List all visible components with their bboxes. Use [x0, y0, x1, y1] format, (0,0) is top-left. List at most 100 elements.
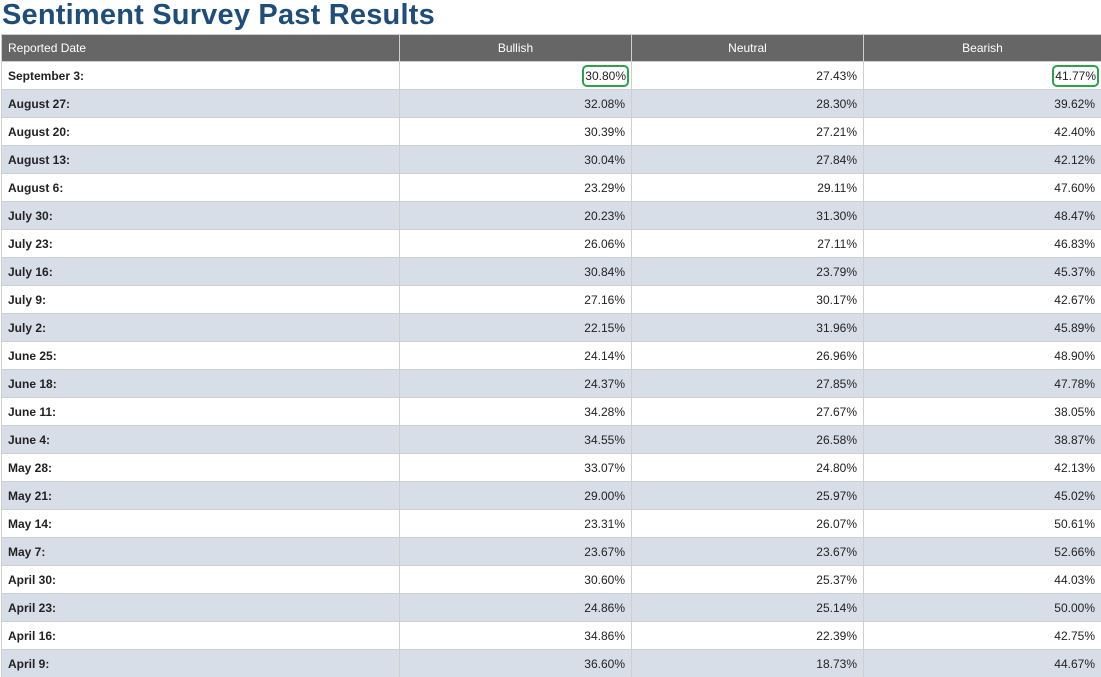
reported-date-cell: May 28: — [1, 453, 400, 482]
bearish-cell: 42.75% — [863, 621, 1101, 650]
reported-date-cell: May 21: — [1, 481, 400, 510]
table-row: June 18: 24.37% 27.85% 47.78% — [1, 369, 1101, 398]
bullish-cell: 34.28% — [399, 397, 632, 426]
bullish-cell: 22.15% — [399, 313, 632, 342]
bullish-cell: 24.37% — [399, 369, 632, 398]
reported-date-cell: June 11: — [1, 397, 400, 426]
bearish-highlight-value: 41.77% — [1052, 64, 1099, 87]
neutral-cell: 24.80% — [631, 453, 864, 482]
neutral-cell: 18.73% — [631, 649, 864, 677]
table-row: April 16: 34.86% 22.39% 42.75% — [1, 621, 1101, 650]
column-header-neutral: Neutral — [631, 34, 864, 62]
neutral-cell: 28.30% — [631, 89, 864, 118]
bullish-cell: 30.60% — [399, 565, 632, 594]
neutral-cell: 25.97% — [631, 481, 864, 510]
bullish-cell: 30.39% — [399, 117, 632, 146]
table-row: April 30: 30.60% 25.37% 44.03% — [1, 565, 1101, 594]
neutral-cell: 30.17% — [631, 285, 864, 314]
neutral-cell: 26.96% — [631, 341, 864, 370]
neutral-cell: 31.96% — [631, 313, 864, 342]
neutral-cell: 25.37% — [631, 565, 864, 594]
reported-date-cell: June 25: — [1, 341, 400, 370]
neutral-cell: 31.30% — [631, 201, 864, 230]
table-row: September 3: 30.80% 27.43% 41.77% — [1, 61, 1101, 90]
neutral-cell: 26.07% — [631, 509, 864, 538]
bearish-cell: 42.13% — [863, 453, 1101, 482]
bullish-cell: 20.23% — [399, 201, 632, 230]
page-title: Sentiment Survey Past Results — [2, 0, 435, 31]
table-row: August 13: 30.04% 27.84% 42.12% — [1, 145, 1101, 174]
reported-date-cell: July 23: — [1, 229, 400, 258]
neutral-cell: 25.14% — [631, 593, 864, 622]
table-row: August 20: 30.39% 27.21% 42.40% — [1, 117, 1101, 146]
reported-date-cell: August 27: — [1, 89, 400, 118]
bullish-cell: 24.14% — [399, 341, 632, 370]
bullish-cell: 23.29% — [399, 173, 632, 202]
bullish-cell: 30.04% — [399, 145, 632, 174]
reported-date-cell: May 7: — [1, 537, 400, 566]
neutral-cell: 23.79% — [631, 257, 864, 286]
bullish-cell: 36.60% — [399, 649, 632, 677]
table-row: April 23: 24.86% 25.14% 50.00% — [1, 593, 1101, 622]
reported-date-cell: May 14: — [1, 509, 400, 538]
reported-date-cell: July 9: — [1, 285, 400, 314]
bullish-highlight-value: 30.80% — [582, 64, 629, 87]
table-row: August 6: 23.29% 29.11% 47.60% — [1, 173, 1101, 202]
column-header-bearish: Bearish — [863, 34, 1101, 62]
bullish-cell: 23.67% — [399, 537, 632, 566]
bearish-cell: 48.90% — [863, 341, 1101, 370]
neutral-cell: 27.11% — [631, 229, 864, 258]
table-row: July 16: 30.84% 23.79% 45.37% — [1, 257, 1101, 286]
bearish-cell: 39.62% — [863, 89, 1101, 118]
bearish-cell: 42.40% — [863, 117, 1101, 146]
neutral-cell: 27.84% — [631, 145, 864, 174]
reported-date-cell: April 9: — [1, 649, 400, 677]
bearish-cell: 45.89% — [863, 313, 1101, 342]
column-header-bullish: Bullish — [399, 34, 632, 62]
bearish-cell: 38.05% — [863, 397, 1101, 426]
bearish-cell: 48.47% — [863, 201, 1101, 230]
reported-date-cell: June 18: — [1, 369, 400, 398]
bullish-cell: 29.00% — [399, 481, 632, 510]
sentiment-results-table: Reported Date Bullish Neutral Bearish Se… — [1, 34, 1101, 677]
bullish-cell: 27.16% — [399, 285, 632, 314]
bearish-cell: 44.67% — [863, 649, 1101, 677]
table-row: July 9: 27.16% 30.17% 42.67% — [1, 285, 1101, 314]
bearish-cell: 50.61% — [863, 509, 1101, 538]
neutral-cell: 27.85% — [631, 369, 864, 398]
reported-date-cell: August 6: — [1, 173, 400, 202]
reported-date-cell: July 16: — [1, 257, 400, 286]
reported-date-cell: August 20: — [1, 117, 400, 146]
bullish-cell: 34.86% — [399, 621, 632, 650]
neutral-cell: 29.11% — [631, 173, 864, 202]
table-row: June 11: 34.28% 27.67% 38.05% — [1, 397, 1101, 426]
table-row: May 21: 29.00% 25.97% 45.02% — [1, 481, 1101, 510]
reported-date-cell: July 30: — [1, 201, 400, 230]
table-header: Reported Date Bullish Neutral Bearish — [1, 34, 1101, 62]
table-row: July 23: 26.06% 27.11% 46.83% — [1, 229, 1101, 258]
bearish-cell: 45.37% — [863, 257, 1101, 286]
bearish-cell: 47.60% — [863, 173, 1101, 202]
bearish-cell: 46.83% — [863, 229, 1101, 258]
table-row: May 28: 33.07% 24.80% 42.13% — [1, 453, 1101, 482]
bullish-cell: 26.06% — [399, 229, 632, 258]
table-row: July 2: 22.15% 31.96% 45.89% — [1, 313, 1101, 342]
reported-date-cell: July 2: — [1, 313, 400, 342]
column-header-reported-date: Reported Date — [1, 34, 400, 62]
bearish-cell: 45.02% — [863, 481, 1101, 510]
bearish-cell: 42.67% — [863, 285, 1101, 314]
bearish-cell: 50.00% — [863, 593, 1101, 622]
reported-date-cell: April 23: — [1, 593, 400, 622]
neutral-cell: 22.39% — [631, 621, 864, 650]
reported-date-cell: June 4: — [1, 425, 400, 454]
bullish-cell: 23.31% — [399, 509, 632, 538]
table-body: September 3: 30.80% 27.43% 41.77% August 27:… — [1, 61, 1101, 677]
reported-date-cell: September 3: — [1, 61, 400, 90]
table-row: May 7: 23.67% 23.67% 52.66% — [1, 537, 1101, 566]
table-row: May 14: 23.31% 26.07% 50.61% — [1, 509, 1101, 538]
bullish-cell: 34.55% — [399, 425, 632, 454]
bearish-cell: 41.77% — [863, 61, 1101, 90]
table-row: April 9: 36.60% 18.73% 44.67% — [1, 649, 1101, 677]
bullish-cell: 30.80% — [399, 61, 632, 90]
